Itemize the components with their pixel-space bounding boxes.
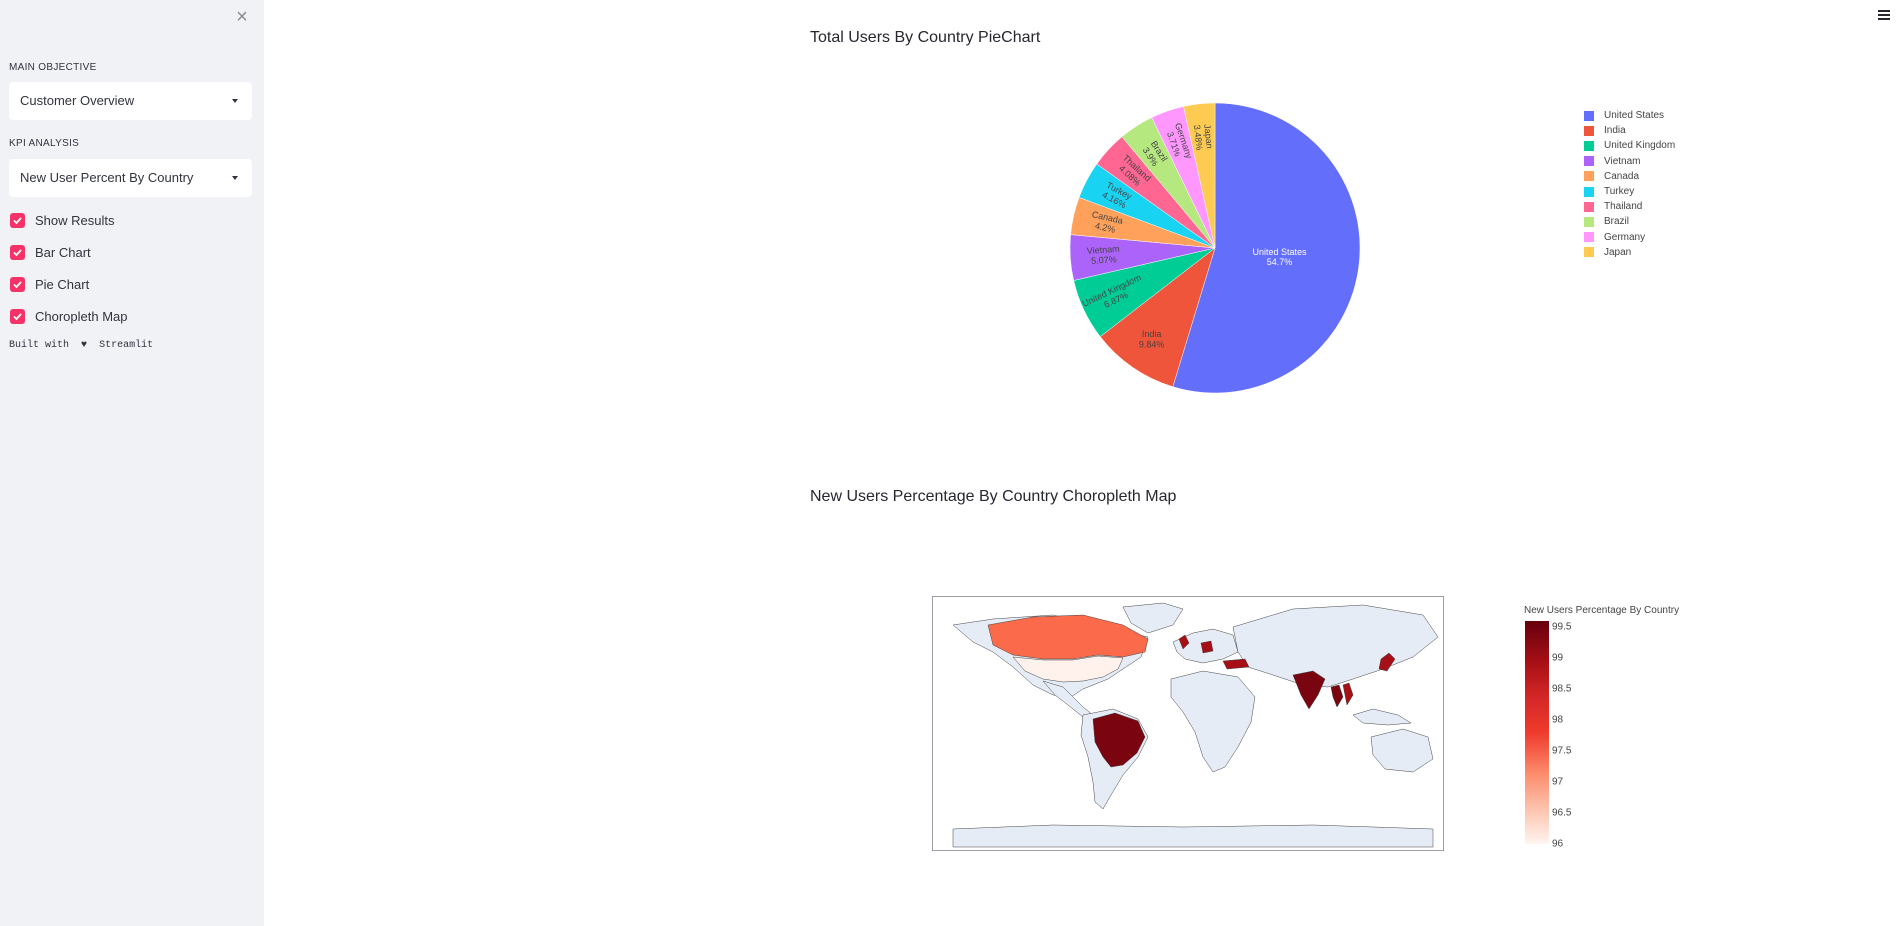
legend-swatch <box>1584 232 1594 243</box>
country-united-states <box>1012 655 1124 683</box>
country-canada <box>987 614 1149 660</box>
legend-swatch <box>1584 125 1594 136</box>
pie-slice-label: Vietnam5.07% <box>1086 244 1120 266</box>
colorbar-tick-label: 97.5 <box>1552 745 1572 757</box>
main-objective-select[interactable]: Customer Overview <box>9 82 252 120</box>
legend-label: India <box>1604 125 1626 137</box>
legend-swatch <box>1584 201 1594 212</box>
checkbox-label: Choropleth Map <box>35 308 128 324</box>
legend-swatch <box>1584 216 1594 227</box>
legend-label: Thailand <box>1604 201 1643 213</box>
checkmark-icon <box>10 308 25 324</box>
kpi-analysis-label: KPI ANALYSIS <box>9 138 80 149</box>
legend-label: United States <box>1604 110 1665 122</box>
colorbar-title: New Users Percentage By Country <box>1524 605 1680 616</box>
legend-label: United Kingdom <box>1604 140 1676 152</box>
show-results-checkbox[interactable]: Show Results <box>10 210 114 230</box>
colorbar-tick-label: 96 <box>1552 838 1564 850</box>
pie-slice-united-states[interactable] <box>1172 102 1361 394</box>
land-antarctica <box>952 824 1434 848</box>
legend-label: Germany <box>1604 231 1646 243</box>
legend-item[interactable]: United Kingdom <box>1584 138 1675 153</box>
country-india <box>1292 670 1326 710</box>
land-greenland <box>1122 602 1184 634</box>
country-united-kingdom <box>1178 634 1190 650</box>
legend-item[interactable]: Germany <box>1584 230 1675 245</box>
legend-label: Turkey <box>1604 186 1635 198</box>
legend-swatch <box>1584 156 1594 167</box>
map-chart-title: New Users Percentage By Country Chorople… <box>810 488 1177 505</box>
legend-label: Brazil <box>1604 216 1630 228</box>
checkbox-label: Pie Chart <box>35 276 90 292</box>
chevron-down-icon <box>232 176 238 180</box>
legend-label: Vietnam <box>1604 155 1641 167</box>
checkmark-icon <box>10 212 25 228</box>
colorbar <box>1525 621 1549 844</box>
main-objective-value: Customer Overview <box>20 93 135 108</box>
legend-swatch <box>1584 110 1594 121</box>
legend-item[interactable]: India <box>1584 123 1675 138</box>
sidebar: × MAIN OBJECTIVE Customer Overview KPI A… <box>0 0 264 926</box>
built-with-footer: Built with ♥ Streamlit <box>9 340 153 351</box>
heart-icon: ♥ <box>81 340 88 351</box>
choropleth-map[interactable] <box>932 596 1444 851</box>
close-icon[interactable]: × <box>236 6 248 28</box>
country-brazil <box>1092 712 1146 768</box>
kpi-analysis-select[interactable]: New User Percent By Country <box>9 159 252 197</box>
legend-swatch <box>1584 171 1594 182</box>
pie-slice-india[interactable] <box>1099 247 1216 388</box>
checkmark-icon <box>10 276 25 292</box>
country-turkey <box>1222 658 1250 670</box>
colorbar-tick-label: 99 <box>1552 652 1564 664</box>
land-southeast-asia-islands <box>1352 708 1412 726</box>
legend-item[interactable]: Brazil <box>1584 214 1675 229</box>
pie-legend: United States India United Kingdom Vietnam C… <box>1584 108 1675 260</box>
legend-label: Japan <box>1604 246 1632 258</box>
legend-item[interactable]: Vietnam <box>1584 154 1675 169</box>
streamlit-link[interactable]: Streamlit <box>99 340 154 351</box>
legend-item[interactable]: Canada <box>1584 169 1675 184</box>
land-australia <box>1370 728 1434 773</box>
legend-label: Canada <box>1604 170 1640 182</box>
country-vietnam <box>1342 682 1354 706</box>
pie-slice-label: Canada4.2% <box>1089 209 1124 236</box>
pie-slice-label: Japan3.48% <box>1192 123 1215 151</box>
main-objective-label: MAIN OBJECTIVE <box>9 62 97 73</box>
legend-item[interactable]: Japan <box>1584 245 1675 260</box>
land-asia <box>1232 604 1439 688</box>
colorbar-tick-label: 98 <box>1552 714 1564 726</box>
colorbar-tick-label: 99.5 <box>1552 621 1572 633</box>
colorbar-ticks: 99.5 99 98.5 98 97.5 97 96.5 96 <box>1552 621 1592 850</box>
colorbar-tick-label: 97 <box>1552 776 1564 788</box>
pie-slice-japan[interactable] <box>1183 102 1216 249</box>
land-africa <box>1170 670 1256 773</box>
built-with-prefix: Built with <box>9 340 70 351</box>
legend-swatch <box>1584 186 1594 197</box>
country-thailand <box>1330 684 1344 708</box>
bar-chart-checkbox[interactable]: Bar Chart <box>10 242 91 262</box>
country-japan <box>1378 652 1396 672</box>
chevron-down-icon <box>232 99 238 103</box>
legend-swatch <box>1584 140 1594 151</box>
checkbox-label: Bar Chart <box>35 244 91 260</box>
legend-item[interactable]: Thailand <box>1584 199 1675 214</box>
pie-slice-label: India 9.84% <box>1139 329 1165 349</box>
pie-chart: United States 54.7%India 9.84%United Kingd… <box>1069 102 1361 394</box>
checkmark-icon <box>10 244 25 260</box>
colorbar-tick-label: 98.5 <box>1552 683 1572 695</box>
pie-chart-title: Total Users By Country PieChart <box>810 29 1041 46</box>
choropleth-map-checkbox[interactable]: Choropleth Map <box>10 306 128 326</box>
legend-swatch <box>1584 247 1594 258</box>
legend-item[interactable]: Turkey <box>1584 184 1675 199</box>
kpi-analysis-value: New User Percent By Country <box>20 170 194 185</box>
hamburger-menu-icon[interactable] <box>1877 8 1891 22</box>
country-germany <box>1200 640 1214 654</box>
colorbar-tick-label: 96.5 <box>1552 807 1572 819</box>
checkbox-label: Show Results <box>35 212 115 228</box>
pie-slice-label: United States 54.7% <box>1253 247 1308 267</box>
pie-chart-checkbox[interactable]: Pie Chart <box>10 274 89 294</box>
legend-item[interactable]: United States <box>1584 108 1675 123</box>
